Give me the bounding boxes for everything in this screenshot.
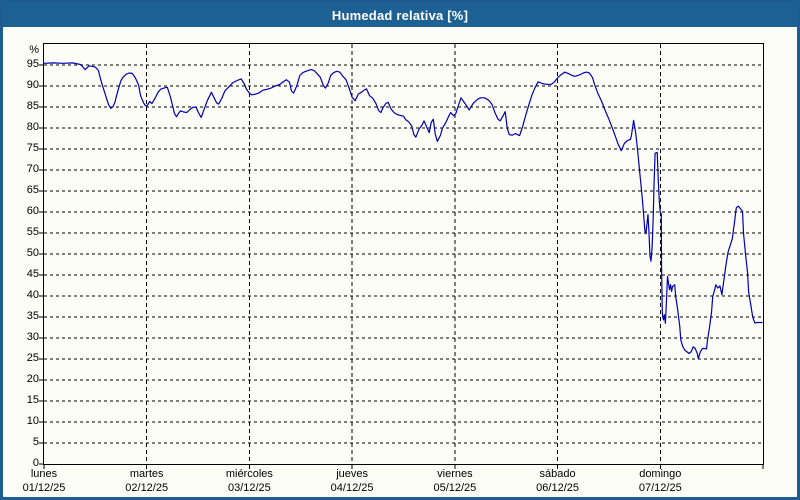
x-weekday-label: jueves <box>336 468 368 480</box>
y-tick-label: 10 <box>26 415 39 427</box>
y-tick-label: 85 <box>26 100 39 112</box>
y-tick-label: 60 <box>26 205 39 217</box>
y-tick-label: 35 <box>26 310 39 322</box>
y-tick-label: 5 <box>32 436 39 448</box>
y-tick-label: 90 <box>26 79 39 91</box>
x-weekday-label: martes <box>129 468 164 480</box>
plot-area <box>39 43 764 469</box>
y-tick-label: 75 <box>26 142 39 154</box>
y-tick-label: 50 <box>26 247 39 259</box>
y-tick-label: 25 <box>26 352 39 364</box>
x-weekday-label: viernes <box>437 468 473 480</box>
y-tick-label: 30 <box>26 331 39 343</box>
y-tick-label: 0 <box>32 457 39 469</box>
x-weekday-label: sábado <box>539 468 576 480</box>
y-tick-label: 20 <box>26 373 39 385</box>
y-tick-label: 55 <box>26 226 39 238</box>
humidity-series-line <box>43 62 763 360</box>
title-bar: Humedad relativa [%] <box>3 3 797 27</box>
x-date-label: 06/12/25 <box>536 482 580 494</box>
x-date-label: 07/12/25 <box>638 482 682 494</box>
y-tick-label: 80 <box>26 121 39 133</box>
x-weekday-label: domingo <box>639 468 682 480</box>
y-axis-unit-label: % <box>29 44 39 56</box>
y-tick-label: 95 <box>26 58 39 70</box>
x-date-label: 01/12/25 <box>22 482 66 494</box>
y-tick-label: 65 <box>26 184 39 196</box>
x-date-label: 05/12/25 <box>433 482 477 494</box>
chart-title: Humedad relativa [%] <box>331 7 469 23</box>
y-tick-label: 15 <box>26 394 39 406</box>
x-weekday-label: lunes <box>30 468 58 480</box>
x-weekday-label: miércoles <box>225 468 273 480</box>
x-date-label: 03/12/25 <box>227 482 271 494</box>
chart-svg <box>39 44 764 469</box>
y-tick-label: 40 <box>26 289 39 301</box>
y-tick-label: 45 <box>26 268 39 280</box>
x-date-label: 02/12/25 <box>125 482 169 494</box>
x-date-label: 04/12/25 <box>330 482 374 494</box>
y-tick-label: 70 <box>26 163 39 175</box>
